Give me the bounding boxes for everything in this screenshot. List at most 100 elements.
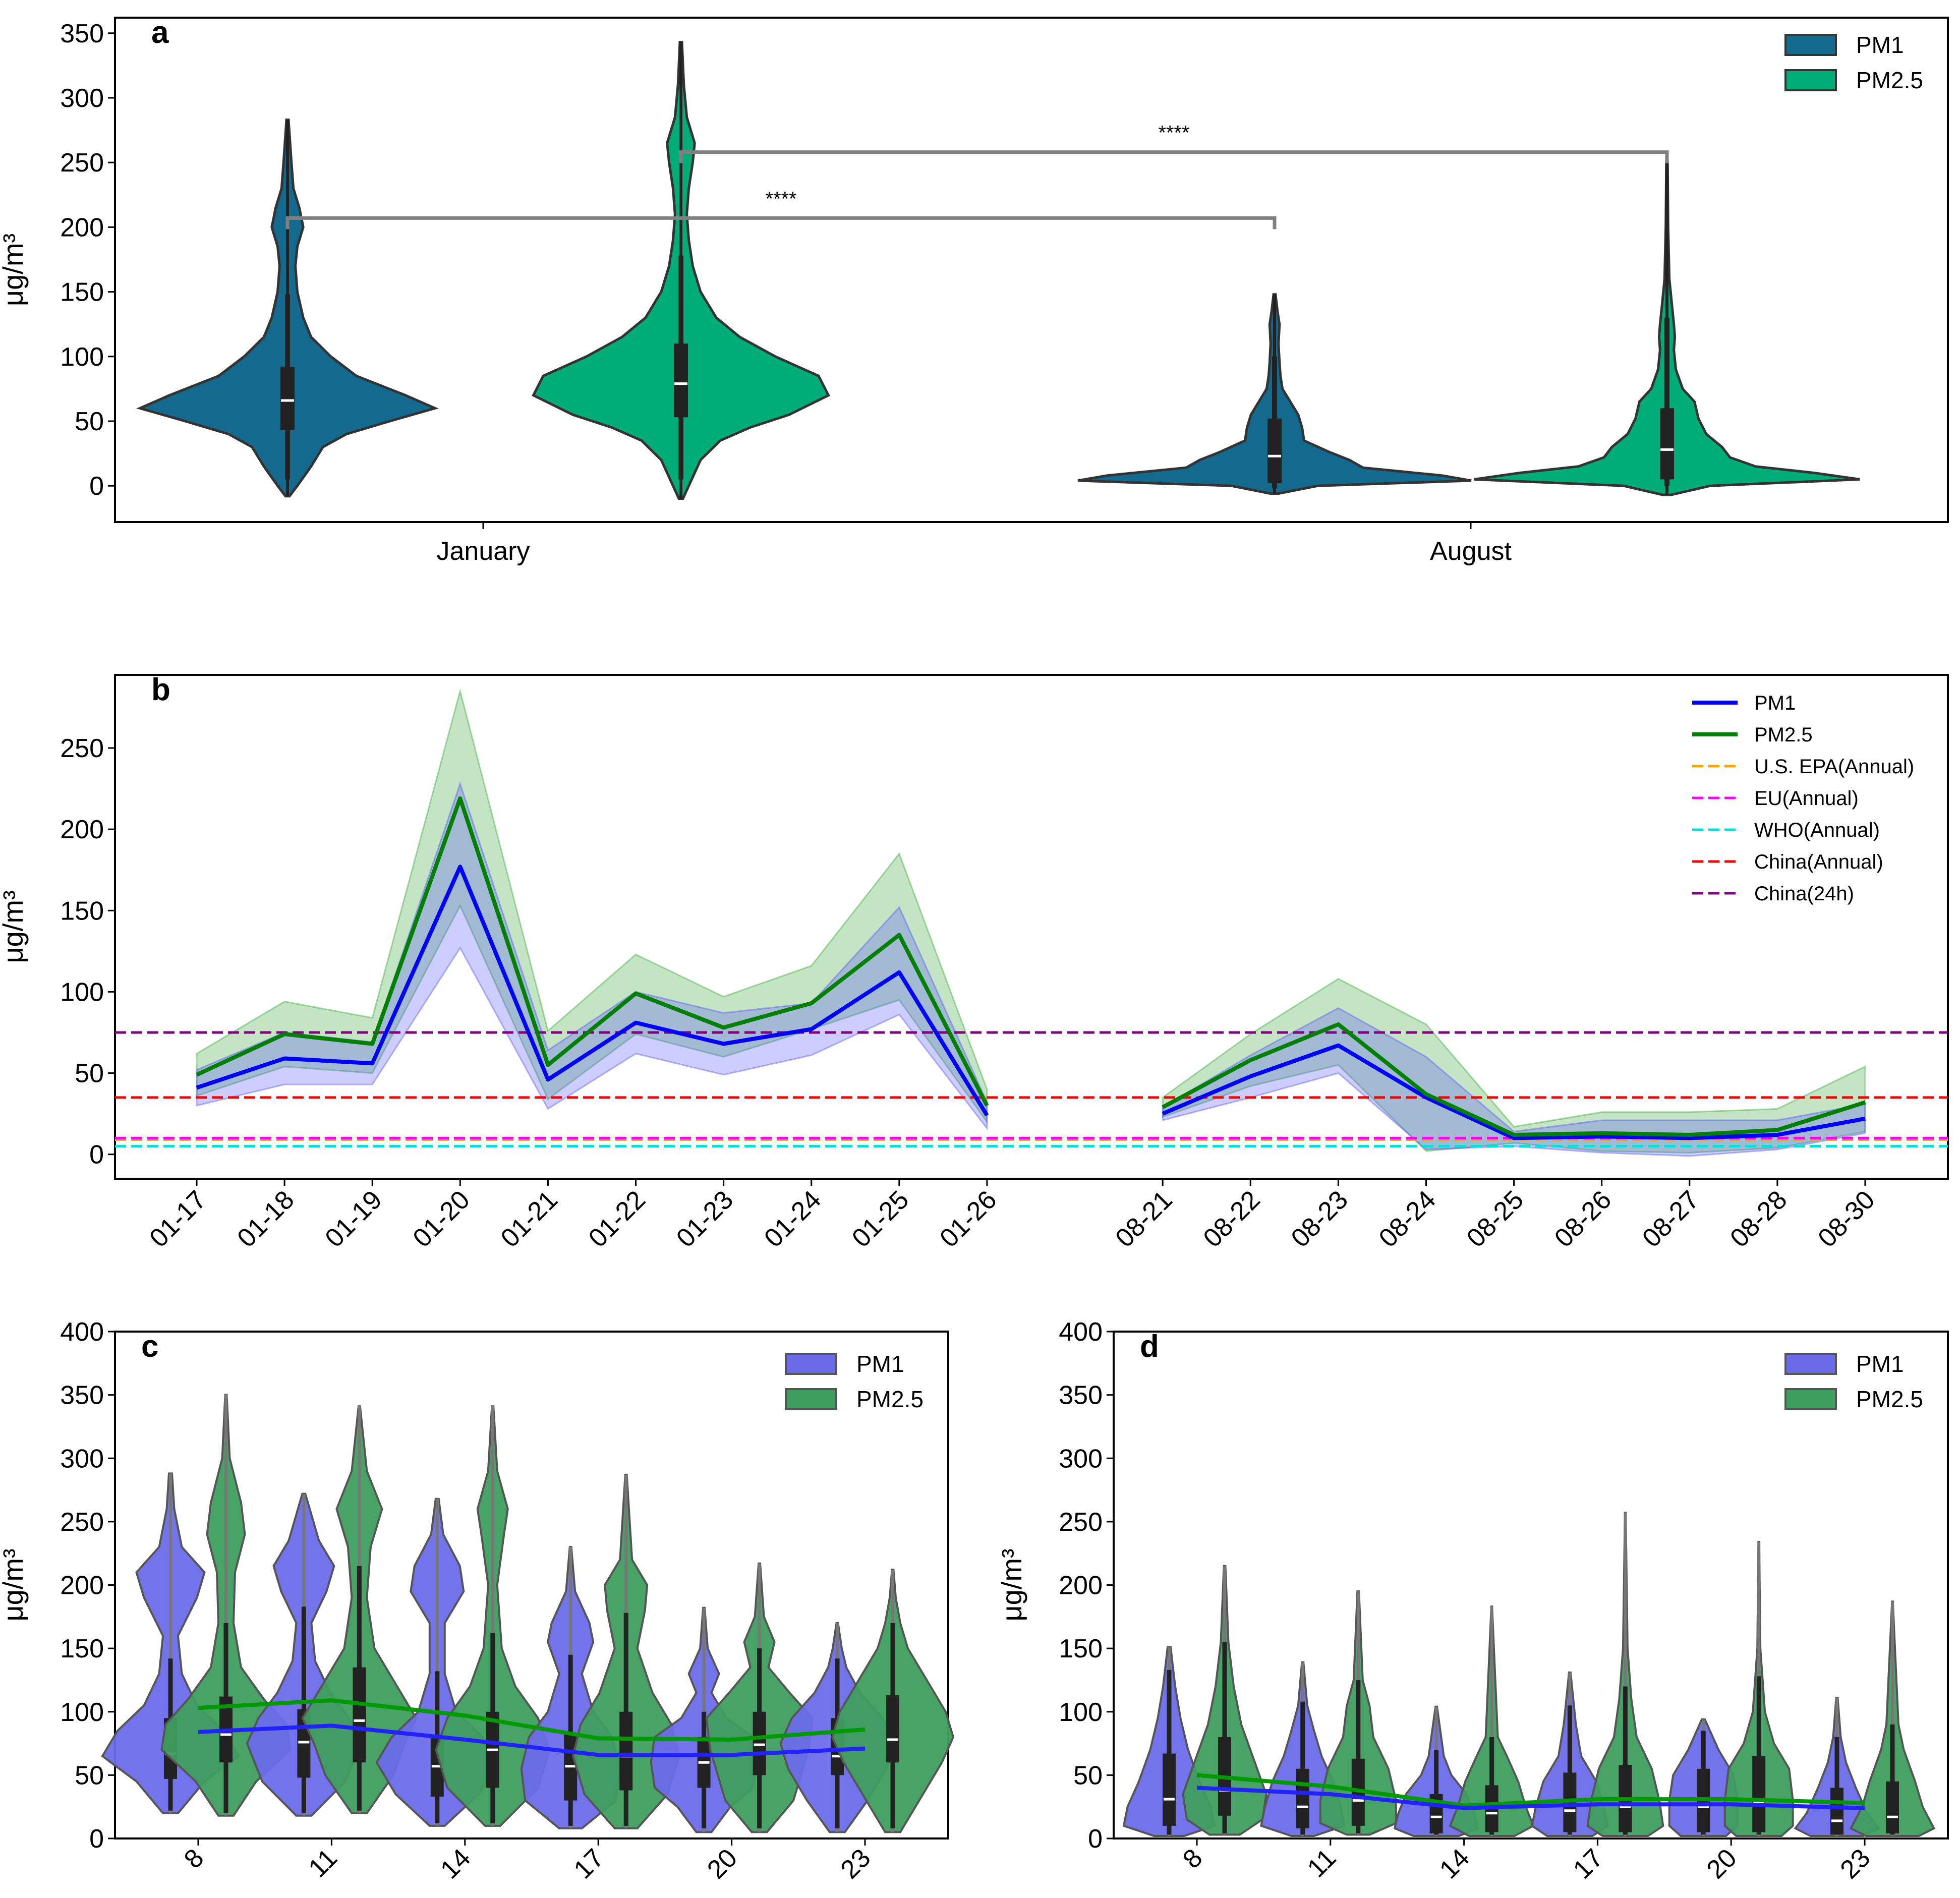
a-significance-bracket bbox=[285, 216, 1277, 229]
c-legend-swatch bbox=[785, 1388, 837, 1410]
b-legend-label: U.S. EPA(Annual) bbox=[1754, 756, 1914, 778]
a-xtick-label: August bbox=[1430, 537, 1512, 566]
b-xtick-label: 08-30 bbox=[1812, 1185, 1880, 1253]
b-xtick-label: 01-20 bbox=[408, 1185, 476, 1253]
a-ytick-label: 350 bbox=[60, 19, 104, 48]
b-xtick-label: 01-17 bbox=[144, 1185, 212, 1253]
d-violin-iqr-box bbox=[1296, 1768, 1309, 1828]
b-line-pm1 bbox=[1162, 1043, 1866, 1140]
b-line-pm25 bbox=[196, 796, 989, 1107]
panel-a: 0 50 100 150 200 250 300 350 μg/m³ January August *… bbox=[0, 15, 1949, 566]
c-legend-label: PM2.5 bbox=[856, 1386, 924, 1412]
b-legend-label: China(24h) bbox=[1754, 883, 1854, 905]
d-xtick-label: 17 bbox=[1568, 1843, 1609, 1884]
c-xtick-label: 17 bbox=[568, 1843, 610, 1884]
c-ytick-label: 200 bbox=[60, 1571, 104, 1600]
d-ytick-label: 0 bbox=[1088, 1824, 1103, 1854]
b-xtick-label: 08-27 bbox=[1637, 1185, 1705, 1253]
a-ytick-label: 100 bbox=[60, 342, 104, 372]
c-ytick-label: 250 bbox=[60, 1508, 104, 1537]
b-xtick-label: 01-24 bbox=[759, 1185, 827, 1253]
b-legend-label: PM1 bbox=[1754, 692, 1796, 714]
b-ytick-label: 0 bbox=[89, 1140, 104, 1170]
c-violin-iqr-box bbox=[886, 1695, 899, 1763]
c-ytick-label: 50 bbox=[75, 1761, 104, 1790]
a-legend-label: PM1 bbox=[1856, 32, 1904, 58]
panel-c: 0 50 100 150 200 250 300 350 400 μg/m³ 8 11 14 17 20 23… bbox=[0, 1317, 955, 1884]
d-violin-iqr-box bbox=[1886, 1781, 1899, 1833]
d-legend-swatch bbox=[1784, 1388, 1837, 1410]
b-xtick-label: 01-25 bbox=[846, 1185, 914, 1253]
b-panel-label: b bbox=[151, 672, 170, 707]
d-ytick-label: 100 bbox=[1059, 1698, 1103, 1727]
a-violin-iqr-box bbox=[674, 343, 688, 418]
c-violin-iqr-box bbox=[619, 1711, 633, 1791]
b-xtick-label: 08-28 bbox=[1724, 1185, 1793, 1253]
c-legend-label: PM1 bbox=[856, 1351, 904, 1377]
a-significance-label: **** bbox=[765, 188, 796, 210]
c-xtick-label: 8 bbox=[179, 1843, 209, 1874]
c-ytick-label: 400 bbox=[60, 1317, 104, 1347]
d-xtick-label: 8 bbox=[1177, 1843, 1208, 1874]
d-mean-line-pm1 bbox=[1196, 1786, 1865, 1810]
panel-b: 0 50 100 150 200 250 μg/m³ 01-17 01-18 01-19 01-20… bbox=[0, 672, 1949, 1253]
b-xtick-label: 08-25 bbox=[1461, 1185, 1529, 1253]
a-legend-swatch bbox=[1784, 69, 1837, 91]
c-y-axis-label: μg/m³ bbox=[0, 1548, 29, 1621]
d-legend-label: PM2.5 bbox=[1856, 1386, 1923, 1412]
d-violin-iqr-box bbox=[1163, 1753, 1176, 1826]
d-xtick-label: 14 bbox=[1434, 1843, 1475, 1884]
a-ytick-label: 50 bbox=[75, 407, 104, 436]
a-significance-bracket bbox=[679, 150, 1669, 163]
d-ytick-label: 400 bbox=[1059, 1317, 1103, 1347]
c-ytick-label: 100 bbox=[60, 1698, 104, 1727]
a-legend-swatch bbox=[1784, 34, 1837, 56]
b-xtick-label: 01-23 bbox=[671, 1185, 739, 1253]
d-ytick-label: 200 bbox=[1059, 1571, 1103, 1600]
a-violin-iqr-box bbox=[1267, 418, 1282, 484]
c-ytick-label: 350 bbox=[60, 1381, 104, 1410]
c-violin-iqr-box bbox=[753, 1711, 766, 1775]
b-legend-label: PM2.5 bbox=[1754, 724, 1813, 746]
a-plot-frame bbox=[114, 17, 1949, 523]
a-legend-label: PM2.5 bbox=[1856, 67, 1923, 93]
b-band-pm25 bbox=[1162, 977, 1866, 1154]
a-significance-label: **** bbox=[1158, 122, 1189, 144]
panel-d: 0 50 100 150 200 250 300 350 400 μg/m³ 8 11 14 17 20 23… bbox=[996, 1317, 1949, 1884]
d-ytick-label: 50 bbox=[1073, 1761, 1103, 1790]
b-xtick-label: 08-22 bbox=[1198, 1185, 1266, 1253]
a-y-axis-label: μg/m³ bbox=[0, 234, 29, 306]
a-ytick-label: 200 bbox=[60, 213, 104, 242]
b-ytick-label: 100 bbox=[60, 977, 104, 1007]
a-xtick-label: January bbox=[437, 537, 530, 566]
b-legend-label: WHO(Annual) bbox=[1754, 819, 1880, 841]
a-panel-label: a bbox=[151, 15, 169, 50]
a-ytick-label: 150 bbox=[60, 278, 104, 307]
d-y-axis-label: μg/m³ bbox=[996, 1548, 1027, 1621]
b-band-pm1 bbox=[196, 781, 988, 1131]
a-ytick-label: 300 bbox=[60, 84, 104, 113]
c-violin-iqr-box bbox=[353, 1667, 366, 1763]
b-xtick-label: 01-18 bbox=[232, 1185, 300, 1253]
b-y-axis-label: μg/m³ bbox=[0, 890, 29, 963]
a-ytick-label: 0 bbox=[89, 472, 104, 501]
c-xtick-label: 20 bbox=[702, 1843, 743, 1884]
b-xtick-label: 08-21 bbox=[1110, 1185, 1178, 1253]
c-ytick-label: 300 bbox=[60, 1444, 104, 1473]
b-ytick-label: 250 bbox=[60, 734, 104, 763]
c-xtick-label: 23 bbox=[835, 1843, 877, 1884]
c-mean-line-pm1 bbox=[198, 1723, 866, 1757]
b-ytick-label: 150 bbox=[60, 896, 104, 926]
c-legend-swatch bbox=[785, 1353, 837, 1375]
b-ytick-label: 50 bbox=[75, 1059, 104, 1088]
d-xtick-label: 20 bbox=[1701, 1843, 1743, 1884]
c-xtick-label: 11 bbox=[303, 1843, 343, 1883]
c-xtick-label: 14 bbox=[435, 1843, 476, 1884]
b-line-pm1 bbox=[196, 865, 989, 1117]
d-legend-label: PM1 bbox=[1856, 1351, 1904, 1377]
a-violin-iqr-box bbox=[1660, 408, 1674, 480]
b-ytick-label: 200 bbox=[60, 815, 104, 844]
d-xtick-label: 23 bbox=[1835, 1843, 1876, 1884]
d-xtick-label: 11 bbox=[1302, 1843, 1342, 1883]
